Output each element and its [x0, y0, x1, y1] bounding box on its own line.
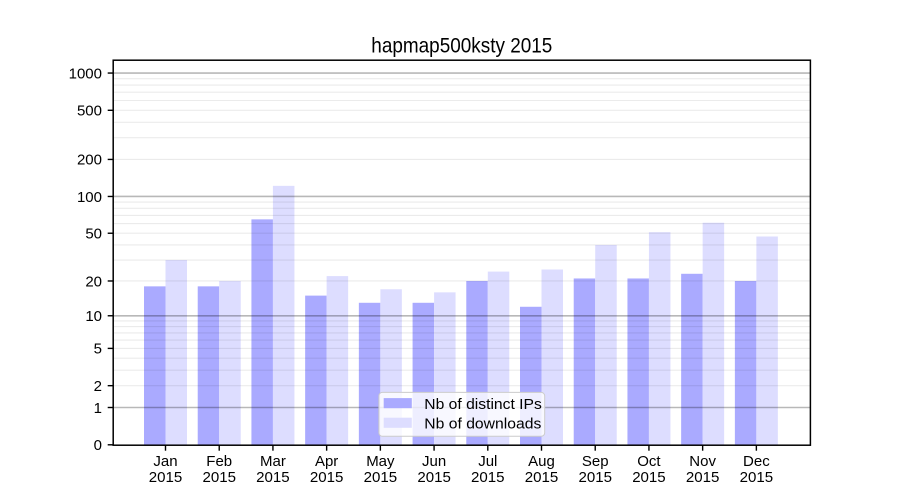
svg-text:2015: 2015: [310, 469, 344, 486]
svg-text:2015: 2015: [686, 469, 720, 486]
svg-text:50: 50: [85, 226, 102, 243]
svg-text:10: 10: [85, 308, 102, 325]
svg-text:Sep: Sep: [582, 453, 609, 470]
svg-text:2015: 2015: [525, 469, 559, 486]
svg-text:0: 0: [94, 437, 102, 454]
svg-text:Aug: Aug: [528, 453, 555, 470]
svg-text:2015: 2015: [578, 469, 612, 486]
svg-text:20: 20: [85, 273, 102, 290]
svg-text:2015: 2015: [740, 469, 774, 486]
svg-text:2015: 2015: [202, 469, 236, 486]
svg-text:Apr: Apr: [315, 453, 338, 470]
svg-text:Jun: Jun: [422, 453, 446, 470]
svg-text:5: 5: [94, 341, 102, 358]
svg-text:2015: 2015: [632, 469, 666, 486]
svg-text:2015: 2015: [149, 469, 183, 486]
svg-text:2015: 2015: [364, 469, 398, 486]
svg-text:Mar: Mar: [260, 453, 286, 470]
svg-text:1000: 1000: [69, 65, 102, 82]
svg-text:Nb of downloads: Nb of downloads: [424, 417, 541, 433]
svg-text:Dec: Dec: [743, 453, 770, 470]
svg-text:Jan: Jan: [153, 453, 177, 470]
svg-text:Oct: Oct: [637, 453, 661, 470]
svg-text:May: May: [366, 453, 395, 470]
svg-text:2015: 2015: [471, 469, 505, 486]
svg-text:Feb: Feb: [206, 453, 232, 470]
svg-text:500: 500: [77, 103, 102, 120]
svg-text:200: 200: [77, 152, 102, 169]
svg-text:2015: 2015: [256, 469, 290, 486]
svg-text:Nb of distinct IPs: Nb of distinct IPs: [424, 397, 542, 413]
svg-text:2: 2: [94, 378, 102, 395]
svg-text:Jul: Jul: [478, 453, 497, 470]
svg-text:Nov: Nov: [689, 453, 716, 470]
svg-text:100: 100: [77, 189, 102, 206]
svg-text:1: 1: [94, 400, 102, 417]
svg-text:2015: 2015: [417, 469, 451, 486]
svg-text:hapmap500ksty 2015: hapmap500ksty 2015: [371, 34, 552, 58]
